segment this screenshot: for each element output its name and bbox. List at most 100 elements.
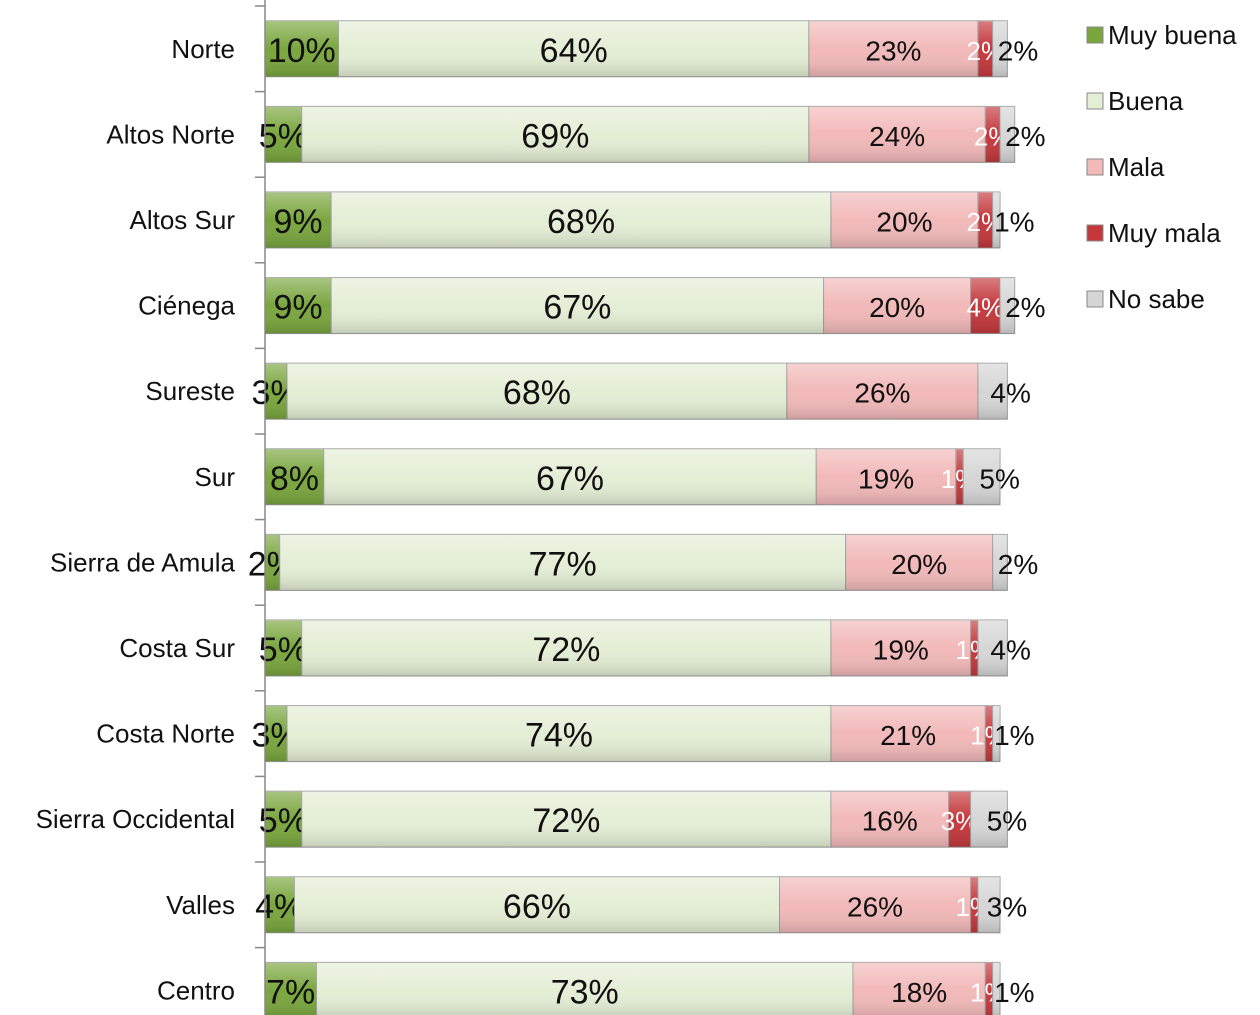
bar-shade (977, 192, 993, 248)
bar-shade (265, 791, 302, 848)
bar-shade (331, 277, 824, 334)
y-tick-label: Costa Sur (119, 633, 235, 663)
bar-shade (830, 192, 978, 248)
bar-shade (963, 448, 1000, 505)
y-tick-label: Valles (166, 890, 235, 920)
data-label: 68% (547, 203, 615, 241)
bar-shade (265, 363, 288, 420)
legend-label: Muy mala (1108, 218, 1221, 248)
bar-shade (830, 620, 971, 676)
legend-label: Muy buena (1108, 20, 1237, 50)
data-label: 5% (259, 802, 308, 840)
data-label: 2% (1005, 292, 1045, 323)
legend-label: No sabe (1108, 284, 1205, 314)
bar-shade (265, 705, 288, 762)
data-label: 68% (503, 374, 571, 412)
bar-shade (316, 962, 853, 1015)
bar-shade (265, 448, 324, 505)
data-label: 2% (998, 35, 1038, 66)
bar-shade (301, 620, 831, 676)
data-label: 4% (967, 293, 1005, 323)
legend-swatch (1086, 158, 1104, 176)
bar-shade (955, 448, 964, 505)
bar-shade (265, 962, 317, 1015)
y-tick-label: Norte (171, 34, 235, 64)
data-label: 74% (525, 717, 593, 755)
data-label: 16% (862, 806, 918, 837)
bar-shade (779, 876, 971, 933)
bar-shade (853, 962, 986, 1015)
data-label: 21% (880, 720, 936, 751)
data-label: 69% (521, 117, 589, 155)
data-label: 20% (891, 549, 947, 580)
bar-shade (301, 106, 809, 163)
data-label: 72% (532, 802, 600, 840)
bar-shade (287, 705, 831, 762)
bar-shade (816, 448, 956, 505)
bar-shade (287, 363, 787, 420)
bar-shade (985, 705, 993, 762)
bar-shade (279, 534, 846, 591)
bar-shade (830, 791, 949, 848)
data-label: 1% (970, 977, 1008, 1007)
data-label: 26% (847, 891, 903, 922)
bar-shade (970, 876, 978, 933)
bar-shade (992, 192, 1000, 248)
bar-shade (265, 277, 332, 334)
bar-shade (1000, 106, 1015, 163)
bar-shade (970, 277, 1000, 334)
data-label: 77% (529, 545, 597, 583)
bar-shade (338, 20, 809, 77)
bar-shade (977, 20, 993, 77)
data-label: 73% (551, 973, 619, 1011)
bar-shade (265, 106, 302, 163)
data-label: 18% (891, 977, 947, 1008)
bar-shade (265, 534, 280, 591)
legend-swatch (1086, 92, 1104, 110)
bar-shade (992, 20, 1008, 77)
data-label: 5% (259, 117, 308, 155)
data-label: 19% (858, 463, 914, 494)
data-label: 7% (266, 973, 315, 1011)
data-label: 66% (503, 888, 571, 926)
y-tick-label: Altos Norte (106, 119, 235, 149)
bar-shade (992, 705, 1000, 762)
bar-shade (977, 876, 1000, 933)
y-tick-label: Sureste (145, 376, 235, 406)
data-label: 1% (994, 720, 1034, 751)
bar-shade (977, 363, 1008, 420)
data-label: 24% (869, 121, 925, 152)
y-tick-label: Sierra Occidental (36, 804, 235, 834)
data-label: 67% (536, 460, 604, 498)
data-label: 4% (990, 378, 1030, 409)
data-label: 8% (270, 460, 319, 498)
bar-shade (985, 106, 1000, 163)
data-label: 20% (876, 207, 932, 238)
data-label: 67% (543, 289, 611, 327)
bar-shade (331, 192, 831, 248)
bar-shade (830, 705, 986, 762)
data-label: 10% (268, 32, 336, 70)
legend-label: Mala (1108, 152, 1165, 182)
y-tick-label: Centro (157, 975, 235, 1005)
data-label: 19% (873, 635, 929, 666)
data-label: 64% (540, 32, 608, 70)
data-label: 23% (865, 35, 921, 66)
data-label: 1% (994, 207, 1034, 238)
data-label: 5% (987, 806, 1027, 837)
data-label: 2% (1005, 121, 1045, 152)
bar-shade (1000, 277, 1015, 334)
bar-shade (992, 962, 1000, 1015)
bar-shade (323, 448, 817, 505)
bar-shade (265, 192, 332, 248)
bar-shade (970, 791, 1008, 848)
bar-shade (970, 620, 978, 676)
bar-shade (786, 363, 978, 420)
legend-swatch (1086, 26, 1104, 44)
bar-shade (985, 962, 993, 1015)
data-label: 4% (990, 635, 1030, 666)
data-label: 20% (869, 292, 925, 323)
data-label: 5% (259, 631, 308, 669)
bar-shade (823, 277, 971, 334)
